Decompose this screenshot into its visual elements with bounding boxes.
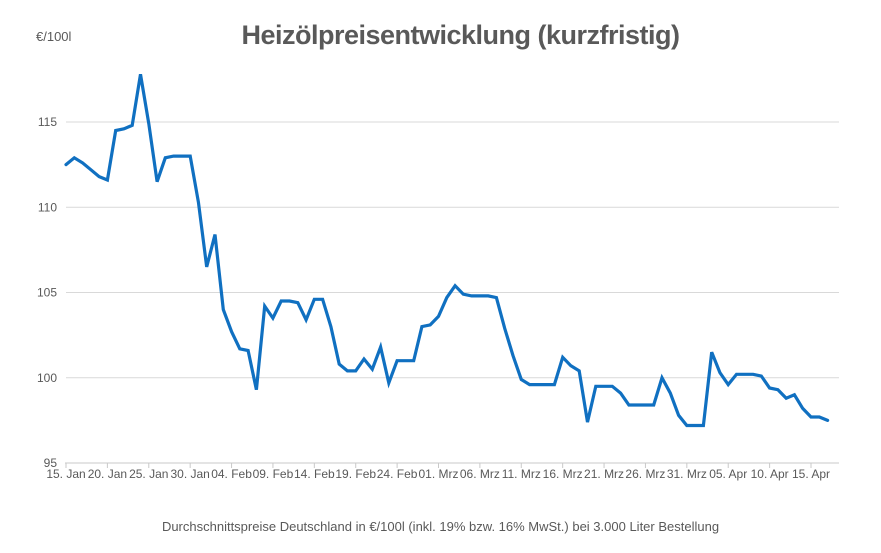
y-axis-tick-label: 110 [38, 200, 57, 214]
gridlines [66, 121, 839, 379]
x-axis-tick-label: 25. Jan [129, 467, 168, 481]
x-axis-tick-label: 21. Mrz [584, 467, 624, 481]
y-axis-tick-label: 100 [37, 371, 57, 385]
x-axis-tick-label: 06. Mrz [460, 467, 500, 481]
x-axis-tick-label: 15. Apr [792, 467, 830, 481]
x-axis-tick-label: 11. Mrz [502, 467, 541, 481]
y-axis-tick-label: 95 [44, 456, 58, 470]
y-axis-tick-label: 115 [38, 115, 57, 129]
x-axis-tick-label: 31. Mrz [667, 467, 707, 481]
x-axis-tick-label: 05. Apr [709, 467, 747, 481]
x-axis-tick-label: 09. Feb [253, 467, 294, 481]
y-axis-tick-label: 105 [37, 286, 57, 300]
x-axis-tick-label: 01. Mrz [418, 467, 458, 481]
x-axis-tick-label: 26. Mrz [625, 467, 665, 481]
price-line-series [64, 74, 830, 428]
chart-footnote: Durchschnittspreise Deutschland in €/100… [161, 519, 720, 534]
x-axis-labels: 15. Jan 20. Jan 25. Jan 30. Jan 04. Feb 09. F… [46, 463, 830, 481]
y-axis-unit-label: €/100l [36, 29, 72, 44]
y-axis-labels: 95 100 105 110 115 [37, 115, 57, 470]
x-axis-tick-label: 15. Jan [46, 467, 85, 481]
x-axis-tick-label: 19. Feb [335, 467, 376, 481]
x-axis-tick-label: 14. Feb [294, 467, 335, 481]
x-axis-tick-label: 16. Mrz [543, 467, 583, 481]
x-axis-tick-label: 30. Jan [170, 467, 209, 481]
x-axis-tick-label: 10. Apr [751, 467, 789, 481]
x-axis-tick-label: 20. Jan [88, 467, 127, 481]
chart-title: Heizölpreisentwicklung (kurzfristig) [241, 20, 680, 50]
x-axis-tick-label: 24. Feb [377, 467, 418, 481]
x-axis-tick-label: 04. Feb [211, 467, 252, 481]
